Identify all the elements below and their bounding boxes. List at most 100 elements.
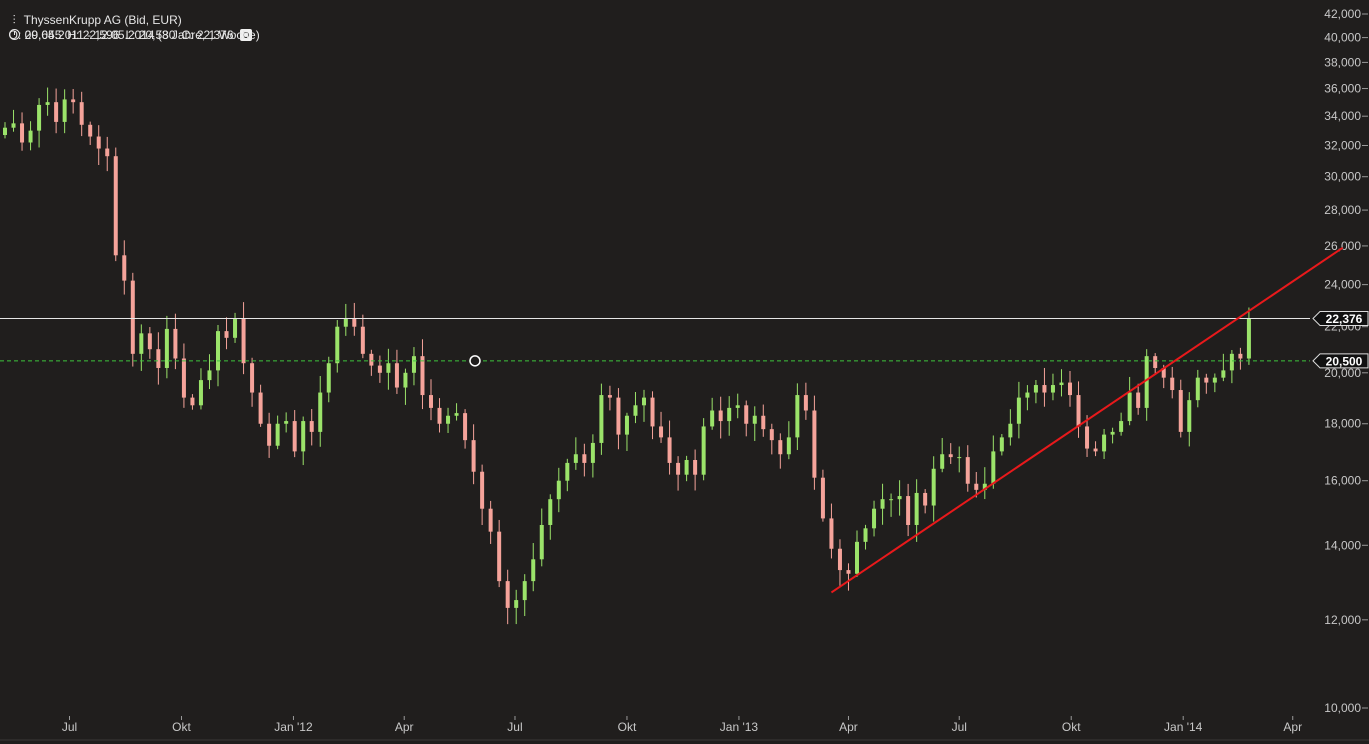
close-value: C: 22,376 [181,28,234,42]
settings-icon[interactable] [239,29,252,41]
last-price-tag: 22,376 [1312,311,1369,327]
candle-body [829,518,834,549]
candle-body [548,499,553,525]
candle-body [948,454,953,458]
last-price-tag-label: 22,376 [1326,312,1363,326]
y-tick-label: 38,000 [1324,55,1361,69]
candle-body [803,395,808,411]
candle-body [267,423,272,446]
candle-body [71,99,76,103]
x-tick-label: Apr [839,720,858,734]
candle-body [292,421,297,452]
candle-body [837,548,842,571]
candle-body [37,104,42,131]
chart-header: ⫶ ThyssenKrupp AG (Bid, EUR) O: 20,645 H: … [2,0,252,42]
y-tick-label: 10,000 [1324,701,1361,715]
x-tick-label: Okt [172,720,191,734]
candle-body [999,437,1004,452]
candle-body [1187,400,1192,432]
candle-body [394,363,399,388]
candle-body [965,457,970,484]
candle-body [156,349,161,368]
low-value: L: 20,580 [125,28,176,42]
candle-body [1204,377,1209,383]
y-tick-label: 18,000 [1324,417,1361,431]
candle-body [667,437,672,463]
candle-body [113,156,118,256]
candle-body [607,395,612,398]
candle-body [1068,382,1072,396]
candle-body [1170,377,1175,391]
x-tick-label: Jul [952,720,967,734]
candle-body [923,492,928,506]
candle-body [590,442,595,463]
x-tick-label: Jul [507,720,522,734]
candle-body [20,123,25,143]
candle-body [488,508,493,532]
candle-body [326,363,331,393]
candle-body [96,136,101,149]
candle-body [1042,385,1047,393]
x-tick-label: Apr [395,720,414,734]
instrument-name: ThyssenKrupp AG (Bid, EUR) [23,13,182,27]
candle-body [207,370,212,381]
candle-body [795,395,800,438]
candle-body [531,559,536,582]
y-tick-label: 24,000 [1324,278,1361,292]
candle-body [820,477,825,519]
x-tick-label: Jan '14 [1164,720,1203,734]
candle-body [846,570,851,574]
candle-body [1076,395,1081,427]
candle-body [676,462,681,475]
candle-body [429,395,433,408]
candle-body [309,421,314,432]
candle-body [812,410,817,478]
x-tick-label: Jan '12 [274,720,313,734]
x-tick-label: Jan '13 [720,720,759,734]
candle-body [855,541,859,574]
candle-body [275,423,280,446]
candle-body [403,372,408,388]
candle-body [335,326,340,364]
candle-body [931,468,936,506]
candle-body [480,471,485,509]
candle-body [190,397,195,406]
candle-body [1016,397,1021,424]
trendline[interactable] [830,246,1344,594]
candle-body [420,356,425,396]
candle-body [718,410,723,422]
candle-body [744,405,749,424]
candle-body [556,480,561,500]
candle-body [122,255,127,281]
candle-body [616,397,621,435]
candle-body [761,415,766,430]
candle-body [752,415,757,424]
period-row: 09.05.2011 - 12.05.2014 (3 Jahre, 1 Woch… [2,14,260,42]
candle-body [88,124,93,137]
candle-body [1161,367,1166,378]
candle-body [701,426,706,475]
candle-body [889,499,894,501]
clock-icon[interactable] [8,29,20,40]
candle-body [1059,382,1064,386]
candle-body [241,317,246,364]
candle-body [914,492,919,525]
last-price-tag-box [1312,311,1369,327]
candles [3,87,1251,625]
candle-body [164,328,169,368]
candle-body [659,426,664,438]
candle-body [437,407,442,424]
x-tick-label: Okt [1062,720,1081,734]
high-value: H: 22,596 [67,28,120,42]
candle-body [1085,426,1090,449]
y-tick-label: 12,000 [1324,613,1361,627]
support-line-handle[interactable] [469,355,481,367]
candle-body [360,326,365,354]
support-tag-box [1312,353,1369,369]
candle-body [769,429,774,441]
candle-body [906,496,911,525]
candle-icon: ⫶ [12,13,16,27]
x-tick-label: Apr [1283,720,1302,734]
